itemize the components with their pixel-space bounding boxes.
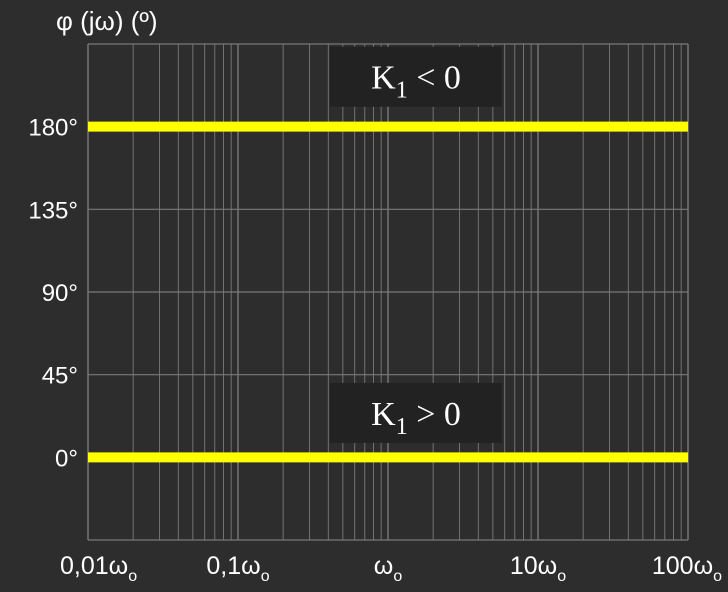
annotation-label: K1 > 0: [371, 396, 461, 440]
annotation-box: [330, 46, 502, 107]
x-tick-label: 0,1ωo: [206, 552, 269, 585]
y-axis-label: φ (jω) (º): [56, 6, 158, 36]
x-tick-label: ωo: [374, 552, 403, 585]
y-tick-label: 45°: [42, 363, 78, 390]
y-tick-label: 135°: [28, 197, 78, 224]
tick-labels: 0° 45° 90° 135° 180° 0,01ωo 0,1ωo ωo 10ωo 100ωo: [28, 115, 722, 585]
y-tick-label: 180°: [28, 115, 78, 142]
y-tick-label: 90°: [42, 280, 78, 307]
annotation-box: [330, 382, 502, 443]
x-tick-label: 100ωo: [652, 552, 722, 585]
annotation-label: K1 < 0: [371, 60, 461, 104]
y-tick-label: 0°: [55, 445, 78, 472]
x-tick-label: 0,01ωo: [60, 552, 137, 585]
annotations: K1 < 0 K1 > 0: [330, 46, 502, 443]
x-tick-label: 10ωo: [510, 552, 566, 585]
series-lines: [88, 121, 688, 463]
grid: [87, 43, 689, 541]
